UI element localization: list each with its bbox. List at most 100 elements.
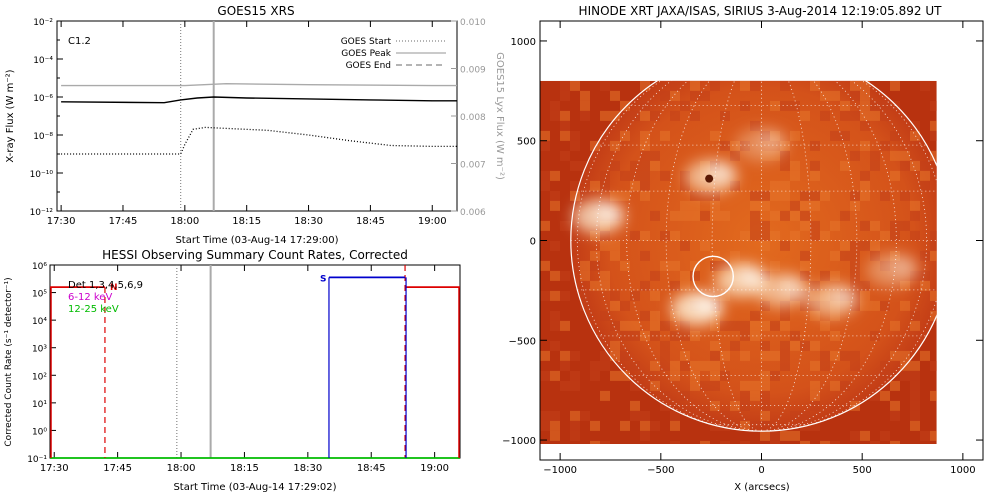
texture-pixel — [550, 170, 560, 181]
texture-pixel — [910, 160, 920, 171]
texture-pixel — [700, 240, 710, 251]
texture-pixel — [630, 180, 640, 191]
texture-pixel — [820, 320, 830, 331]
goes-title: GOES15 XRS — [217, 4, 294, 18]
texture-pixel — [550, 110, 560, 121]
texture-pixel — [850, 150, 860, 161]
texture-pixel — [770, 320, 780, 331]
texture-pixel — [650, 210, 660, 221]
texture-pixel — [810, 390, 820, 401]
texture-pixel — [640, 130, 650, 141]
texture-pixel — [750, 190, 760, 201]
texture-pixel — [900, 160, 910, 171]
texture-pixel — [600, 280, 610, 291]
texture-pixel — [750, 80, 760, 91]
texture-pixel — [930, 390, 937, 401]
goes-y-axis: 10⁻² 10⁻⁴ 10⁻⁶ 10⁻⁸ 10⁻¹⁰ 10⁻¹² — [30, 18, 63, 218]
texture-pixel — [910, 230, 920, 241]
texture-pixel — [770, 350, 780, 361]
texture-pixel — [930, 120, 937, 131]
texture-pixel — [690, 110, 700, 121]
texture-pixel — [870, 390, 880, 401]
texture-pixel — [650, 310, 660, 321]
texture-pixel — [800, 340, 810, 351]
xrt-y-tick-label: 0 — [530, 237, 536, 248]
texture-pixel — [760, 200, 770, 211]
texture-pixel — [840, 210, 850, 221]
hessi-y-tick-label: 10³ — [32, 345, 47, 355]
texture-pixel — [650, 360, 660, 371]
xrt-x-tick-label: 500 — [853, 465, 872, 476]
texture-pixel — [900, 300, 910, 311]
hessi-y-tick-label: 10⁵ — [32, 290, 47, 300]
texture-pixel — [720, 140, 730, 151]
texture-pixel — [780, 180, 790, 191]
texture-pixel — [720, 210, 730, 221]
texture-pixel — [860, 140, 870, 151]
texture-pixel — [670, 360, 680, 371]
texture-pixel — [650, 150, 660, 161]
goes-x-tick-label: 18:15 — [232, 216, 261, 227]
texture-pixel — [580, 160, 590, 171]
texture-pixel — [640, 420, 650, 431]
texture-pixel — [870, 250, 880, 261]
texture-pixel — [540, 180, 550, 191]
texture-pixel — [760, 430, 770, 441]
texture-pixel — [540, 420, 550, 431]
texture-pixel — [800, 270, 810, 281]
texture-pixel — [850, 280, 860, 291]
texture-pixel — [630, 380, 640, 391]
texture-pixel — [780, 340, 790, 351]
texture-pixel — [920, 430, 930, 441]
texture-pixel — [760, 240, 770, 251]
goes-x-tick-label: 18:45 — [356, 216, 385, 227]
texture-pixel — [850, 240, 860, 251]
texture-pixel — [890, 410, 900, 421]
hessi-y-tick-label: 10⁰ — [32, 427, 47, 437]
texture-pixel — [800, 250, 810, 261]
texture-pixel — [870, 440, 880, 445]
texture-pixel — [920, 270, 930, 281]
texture-pixel — [850, 260, 860, 271]
texture-pixel — [640, 110, 650, 121]
texture-pixel — [730, 340, 740, 351]
texture-pixel — [670, 210, 680, 221]
texture-pixel — [890, 320, 900, 331]
texture-pixel — [780, 160, 790, 171]
texture-pixel — [820, 110, 830, 121]
bright-region-core — [707, 162, 736, 183]
texture-pixel — [890, 80, 900, 91]
texture-pixel — [790, 200, 800, 211]
goes-xlabel: Start Time (03-Aug-14 17:29:00) — [175, 235, 338, 246]
texture-pixel — [570, 420, 580, 431]
texture-pixel — [800, 210, 810, 221]
texture-pixel — [640, 190, 650, 201]
goes-legend-label: GOES End — [346, 61, 391, 71]
texture-pixel — [880, 390, 890, 401]
texture-pixel — [730, 320, 740, 331]
texture-pixel — [580, 290, 590, 301]
texture-pixel — [760, 400, 770, 411]
texture-pixel — [710, 210, 720, 221]
bright-region-core — [827, 286, 856, 307]
hessi-x-tick-label: 17:45 — [103, 463, 132, 474]
texture-pixel — [570, 130, 580, 141]
goes-series-lower — [61, 126, 457, 155]
texture-pixel — [690, 360, 700, 371]
texture-pixel — [660, 360, 670, 371]
texture-pixel — [710, 190, 720, 201]
texture-pixel — [560, 120, 570, 131]
texture-pixel — [850, 360, 860, 371]
texture-pixel — [820, 230, 830, 241]
texture-pixel — [670, 80, 680, 91]
goes-x-tick-label: 19:00 — [418, 216, 447, 227]
texture-pixel — [840, 110, 850, 121]
bright-region-core — [594, 202, 623, 223]
texture-pixel — [930, 360, 937, 371]
texture-pixel — [790, 230, 800, 241]
texture-pixel — [650, 110, 660, 121]
texture-pixel — [640, 230, 650, 241]
hessi-panel: HESSI Observing Summary Count Rates, Cor… — [4, 248, 461, 493]
texture-pixel — [560, 360, 570, 371]
texture-pixel — [650, 290, 660, 301]
